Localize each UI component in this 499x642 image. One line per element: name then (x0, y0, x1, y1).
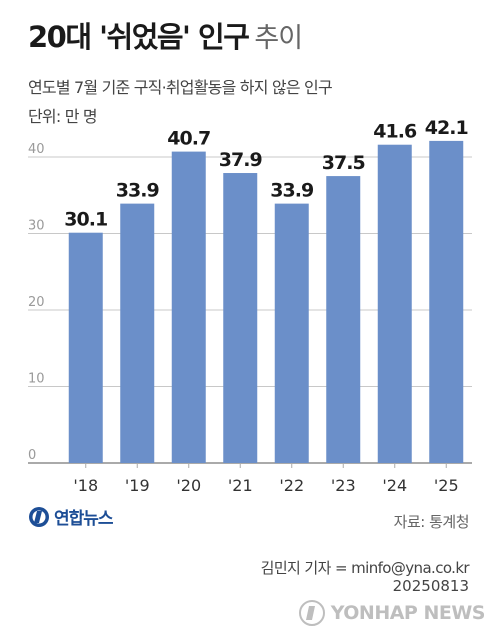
yonhap-emblem-icon (29, 506, 49, 527)
bar (274, 203, 309, 463)
value-label: 33.9 (270, 180, 313, 202)
y-tick-label: 20 (28, 295, 45, 310)
value-label: 33.9 (116, 180, 159, 202)
bar (326, 176, 361, 463)
x-tick-label: '19 (125, 476, 150, 495)
x-tick-label: '21 (228, 476, 253, 495)
yonhap-logo: 연합뉴스 (28, 504, 114, 529)
bars-layer (68, 140, 464, 464)
title-main: 20대 '쉬었음' 인구 (28, 20, 250, 54)
y-tick-label: 30 (28, 218, 45, 233)
x-tick-label: '20 (176, 476, 201, 495)
value-label: 30.1 (64, 209, 107, 231)
chart-title: 20대 '쉬었음' 인구 추이 (28, 14, 303, 56)
value-label: 37.5 (322, 152, 365, 174)
value-label: 37.9 (219, 149, 262, 171)
bar (429, 140, 464, 463)
labels-layer: 30.1 '18 33.9 '19 40.7 '20 37.9 '21 33.9 '22 37.5 '… (64, 117, 468, 495)
x-tick-label: '18 (73, 476, 98, 495)
publish-date: 20250813 (392, 577, 469, 595)
bar (223, 173, 258, 463)
x-tick-label: '24 (382, 476, 407, 495)
bar (120, 203, 155, 463)
y-tick-label: 40 (28, 142, 45, 157)
value-label: 42.1 (425, 117, 468, 139)
x-tick-label: '25 (434, 476, 459, 495)
reporter-credit: 김민지 기자 = minfo@yna.co.kr (260, 559, 470, 577)
y-tick-label: 0 (28, 448, 36, 463)
source-text: 자료: 통계청 (393, 513, 470, 531)
yonhap-watermark-icon (298, 600, 325, 626)
bar (377, 144, 412, 464)
unit-label: 단위: 만 명 (28, 107, 98, 126)
title-sub: 추이 (254, 23, 303, 54)
value-label: 41.6 (373, 121, 417, 143)
bar-chart: 0 10 20 30 40 30.1 '18 33.9 '19 40.7 '20 37.9 '21 33… (28, 117, 472, 495)
y-tick-label: 10 (28, 371, 45, 386)
logo-text: 연합뉴스 (54, 509, 114, 529)
watermark-text: YONHAP NEWS (330, 602, 486, 624)
value-label: 40.7 (167, 128, 210, 150)
x-tick-label: '22 (279, 476, 304, 495)
bar (171, 151, 206, 464)
chart-subtitle: 연도별 7월 기준 구직·취업활동을 하지 않은 인구 (28, 78, 333, 97)
x-tick-label: '23 (331, 476, 356, 495)
yonhap-watermark: YONHAP NEWS (298, 600, 486, 626)
bar (68, 232, 103, 463)
